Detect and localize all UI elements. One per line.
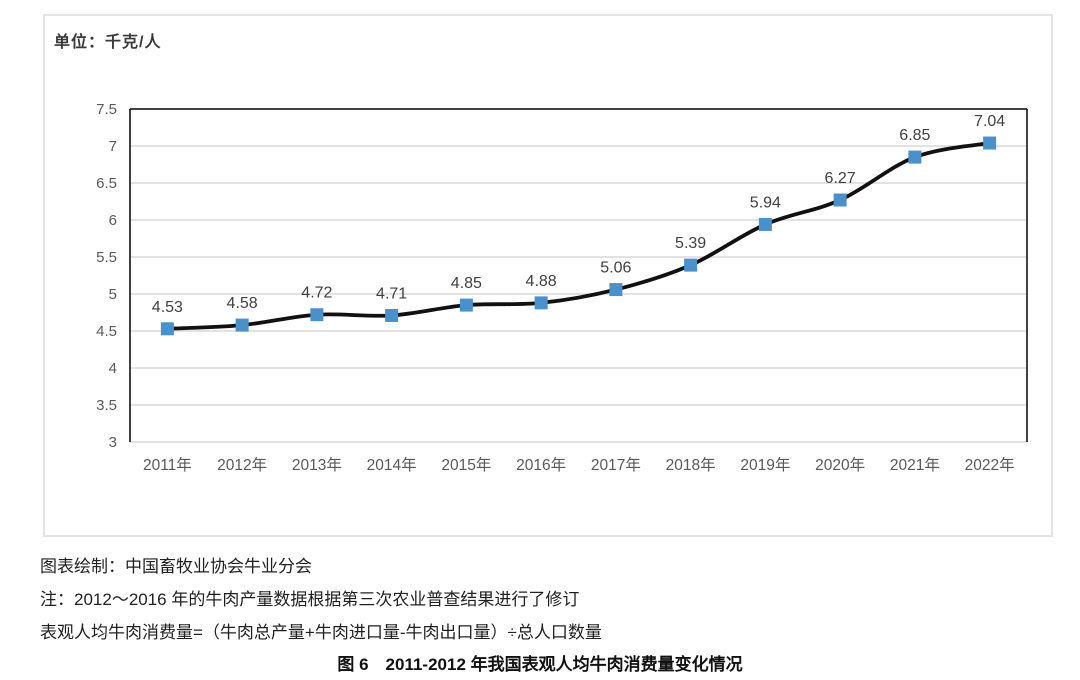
data-point-label: 4.71 [376,285,407,302]
x-tick-label: 2018年 [666,456,716,474]
x-tick-label: 2021年 [890,456,940,474]
x-tick-label: 2014年 [367,456,417,474]
data-point-marker [684,258,698,272]
y-tick-label: 4 [109,360,117,377]
data-point-marker [983,136,997,150]
figure-caption: 图 6 2011-2012 年我国表观人均牛肉消费量变化情况 [337,655,743,674]
y-tick-label: 7.5 [96,101,117,118]
data-point-marker [385,308,399,322]
data-point-marker [609,283,623,297]
data-point-marker [160,322,174,336]
data-point-label: 4.53 [152,299,183,316]
y-tick-label: 6.5 [96,175,117,192]
data-point-marker [310,308,324,322]
footnotes-block: 图表绘制：中国畜牧业协会牛业分会 注：2012～2016 年的牛肉产量数据根据第… [40,550,1050,680]
data-point-label: 6.85 [899,127,930,144]
data-point-marker [534,296,548,310]
x-tick-label: 2019年 [740,456,790,474]
data-point-label: 7.04 [974,113,1005,130]
line-chart-svg: 3 3.5 4 4.5 5 5.5 6 6.5 7 7.5 2011年 2012年 2013年 2014年… [96,101,1028,474]
y-tick-label: 3.5 [96,397,117,414]
data-point-label: 5.94 [750,194,781,211]
data-point-label: 4.72 [301,285,332,302]
data-point-label: 5.39 [675,235,706,252]
chart-unit-label: 单位：千克/人 [54,34,162,51]
x-tick-label: 2016年 [516,456,566,474]
x-tick-label: 2013年 [292,456,342,474]
data-point-label: 6.27 [825,170,856,187]
y-tick-label: 7 [109,138,117,155]
x-tick-label: 2020年 [815,456,865,474]
x-tick-label: 2015年 [441,456,491,474]
footnote-formula: 表观人均牛肉消费量=（牛肉总产量+牛肉进口量-牛肉出口量）÷总人口数量 [40,623,602,642]
chart-container: 单位：千克/人 3 3.5 4 4.5 5 5.5 6 6.5 7 7.5 2011年 2012年 20… [43,14,1053,537]
data-point-label: 4.58 [227,295,258,312]
x-tick-label: 2017年 [591,456,641,474]
x-tick-label: 2022年 [965,456,1015,474]
x-tick-label: 2012年 [217,456,267,474]
y-tick-label: 6 [109,212,117,229]
data-point-marker [235,318,249,332]
x-tick-label: 2011年 [143,456,192,474]
data-point-label: 4.85 [451,275,482,292]
y-tick-label: 4.5 [96,323,117,340]
footnote-note: 注：2012～2016 年的牛肉产量数据根据第三次农业普查结果进行了修订 [40,590,580,609]
data-point-marker [908,150,922,164]
y-tick-label: 5.5 [96,249,117,266]
data-point-marker [833,193,847,207]
data-point-marker [459,298,473,312]
data-point-marker [758,217,772,231]
y-tick-label: 3 [109,434,117,451]
footnote-source: 图表绘制：中国畜牧业协会牛业分会 [40,557,312,576]
data-point-label: 5.06 [600,260,631,277]
series-line [165,141,992,331]
data-point-label: 4.88 [526,273,557,290]
y-tick-label: 5 [109,286,117,303]
